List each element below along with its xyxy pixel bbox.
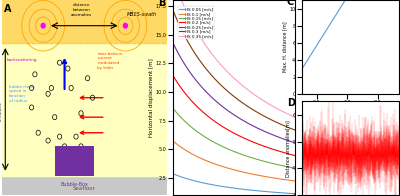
Y-axis label: Distance anomalies[m]: Distance anomalies[m]: [286, 120, 291, 177]
Circle shape: [41, 23, 45, 28]
Line: HS 0.25 [m/s]: HS 0.25 [m/s]: [168, 30, 295, 143]
HS 0.3 [m/s]: [281, 124, 286, 126]
HS 0.05 [m/s]: [281, 192, 286, 194]
HS 0.1 [m/s]: [241, 171, 246, 173]
HS 0.3 [m/s]: [273, 121, 278, 123]
HS 0.25 [m/s]: [166, 30, 170, 33]
Legend: HS 0.05 [m/s], HS 0.1 [m/s], HS 0.15 [m/s], HS 0.2 [m/s], HS 0.25 [m/s], HS 0.3 : HS 0.05 [m/s], HS 0.1 [m/s], HS 0.15 [m/…: [178, 6, 214, 39]
HS 0.05 [m/s]: [241, 188, 246, 191]
HS 0.2 [m/s]: [243, 138, 248, 140]
HS 0.1 [m/s]: [165, 135, 170, 137]
HS 0.35 [m/s]: [273, 106, 278, 109]
HS 0.25 [m/s]: [243, 121, 248, 123]
HS 0.15 [m/s]: [241, 154, 246, 156]
HS 0.35 [m/s]: [293, 116, 298, 119]
HS 0.35 [m/s]: [281, 111, 286, 113]
HS 0.1 [m/s]: [241, 171, 246, 173]
HS 0.1 [m/s]: [281, 178, 286, 181]
HS 0.2 [m/s]: [281, 151, 286, 153]
Text: backscattering: backscattering: [7, 58, 38, 62]
Text: Bubble-Box: Bubble-Box: [60, 182, 88, 187]
HS 0.3 [m/s]: [241, 102, 246, 104]
HS 0.2 [m/s]: [241, 136, 246, 139]
HS 0.25 [m/s]: [281, 138, 286, 140]
Line: HS 0.3 [m/s]: HS 0.3 [m/s]: [168, 0, 295, 130]
Bar: [2, 0, 166, 176]
HS 0.05 [m/s]: [165, 170, 170, 172]
Line: HS 0.2 [m/s]: HS 0.2 [m/s]: [168, 65, 295, 156]
Text: C: C: [287, 0, 294, 7]
Text: MBES-swath: MBES-swath: [127, 12, 157, 17]
HS 0.35 [m/s]: [241, 85, 246, 87]
HS 0.2 [m/s]: [273, 149, 278, 151]
Bar: [2, 176, 166, 195]
HS 0.2 [m/s]: [241, 137, 246, 139]
HS 0.1 [m/s]: [293, 180, 298, 182]
Y-axis label: Max. H. distance [m]: Max. H. distance [m]: [283, 22, 288, 73]
Text: B: B: [158, 0, 166, 8]
HS 0.15 [m/s]: [243, 155, 248, 157]
HS 0.25 [m/s]: [241, 119, 246, 122]
Text: near-bottom
current
modulated
by tides: near-bottom current modulated by tides: [98, 52, 123, 70]
HS 0.15 [m/s]: [281, 165, 286, 167]
Text: bubbe rising
speed in
function
of radius: bubbe rising speed in function of radius: [8, 85, 34, 103]
Line: HS 0.05 [m/s]: HS 0.05 [m/s]: [168, 171, 295, 194]
X-axis label: Horizontal speed [m/s]: Horizontal speed [m/s]: [322, 107, 378, 112]
Y-axis label: Horizontal displacement [m]: Horizontal displacement [m]: [150, 58, 154, 137]
HS 0.15 [m/s]: [166, 100, 170, 103]
Text: Seafloor: Seafloor: [73, 186, 96, 191]
HS 0.35 [m/s]: [243, 87, 248, 89]
Line: HS 0.15 [m/s]: HS 0.15 [m/s]: [168, 101, 295, 168]
HS 0.3 [m/s]: [243, 104, 248, 106]
HS 0.15 [m/s]: [273, 163, 278, 165]
HS 0.1 [m/s]: [273, 177, 278, 179]
Line: HS 0.35 [m/s]: HS 0.35 [m/s]: [168, 0, 295, 117]
HS 0.05 [m/s]: [273, 191, 278, 193]
FancyBboxPatch shape: [55, 146, 94, 176]
HS 0.25 [m/s]: [165, 29, 170, 32]
Text: D: D: [287, 98, 295, 108]
HS 0.15 [m/s]: [165, 100, 170, 102]
Text: A: A: [4, 4, 11, 14]
HS 0.1 [m/s]: [243, 172, 248, 174]
HS 0.25 [m/s]: [241, 120, 246, 122]
HS 0.05 [m/s]: [166, 170, 170, 173]
HS 0.2 [m/s]: [293, 154, 298, 157]
Text: distance
between
anomalies: distance between anomalies: [70, 3, 92, 16]
HS 0.05 [m/s]: [293, 193, 298, 195]
HS 0.2 [m/s]: [166, 65, 170, 68]
Circle shape: [124, 23, 128, 28]
Bar: [2, 0, 166, 43]
Text: 8 meters: 8 meters: [0, 102, 3, 121]
HS 0.15 [m/s]: [241, 154, 246, 156]
HS 0.35 [m/s]: [241, 85, 246, 88]
HS 0.3 [m/s]: [241, 102, 246, 105]
HS 0.25 [m/s]: [293, 142, 298, 144]
HS 0.3 [m/s]: [293, 129, 298, 131]
HS 0.05 [m/s]: [243, 188, 248, 191]
HS 0.15 [m/s]: [293, 167, 298, 170]
Line: HS 0.1 [m/s]: HS 0.1 [m/s]: [168, 136, 295, 181]
HS 0.1 [m/s]: [166, 135, 170, 138]
HS 0.2 [m/s]: [165, 64, 170, 67]
HS 0.25 [m/s]: [273, 135, 278, 137]
HS 0.05 [m/s]: [241, 188, 246, 191]
